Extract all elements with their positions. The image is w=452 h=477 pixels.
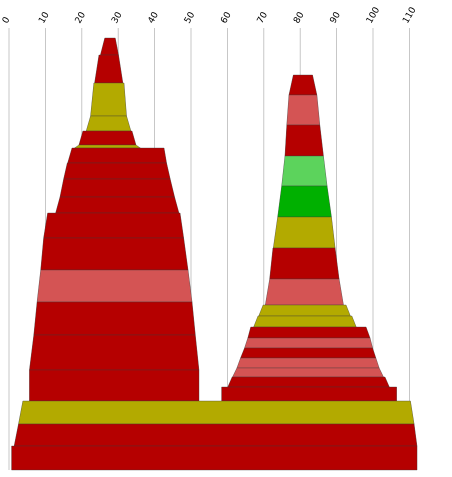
band-left-peak-6	[67, 147, 167, 164]
band-left-peak-5	[73, 144, 141, 149]
band-right-peak-8	[258, 304, 351, 317]
band-left-peak-13	[33, 301, 196, 336]
band-right-peak-6	[269, 247, 340, 280]
band-left-peak-12	[36, 269, 193, 303]
x-tick-label: 60	[219, 10, 234, 25]
band-left-peak-10	[43, 212, 184, 239]
x-tick-label: 50	[183, 10, 198, 25]
band-right-peak-9	[253, 315, 357, 328]
band-left-peak-1	[94, 54, 124, 84]
x-tick-label: 90	[329, 10, 344, 25]
band-left-peak-11	[40, 237, 189, 271]
band-right-peak-11	[244, 337, 373, 349]
band-right-peak-2	[284, 124, 324, 157]
band-base-2	[11, 445, 418, 471]
band-left-peak-2	[90, 82, 127, 117]
band-left-peak-9	[55, 196, 180, 214]
band-left-peak-14	[29, 334, 200, 371]
band-left-peak-7	[63, 162, 171, 180]
band-right-peak-7	[265, 278, 344, 306]
x-tick-label: 70	[256, 10, 271, 25]
band-right-peak-1	[286, 94, 321, 126]
x-tick-label: 10	[37, 10, 52, 25]
stack-right-peak	[221, 74, 397, 402]
band-right-peak-12	[240, 347, 377, 359]
band-left-peak-8	[59, 178, 175, 198]
band-left-peak-4	[78, 130, 137, 146]
band-right-peak-3	[281, 155, 328, 187]
x-tick-label: 20	[74, 10, 89, 25]
x-tick-label: 0	[1, 15, 13, 25]
band-base-0	[18, 400, 415, 425]
band-right-peak-4	[277, 185, 332, 218]
band-right-peak-10	[247, 326, 371, 339]
band-right-peak-5	[273, 216, 336, 249]
band-left-peak-0	[100, 37, 119, 56]
x-tick-label: 100	[365, 5, 382, 25]
x-tick-label: 110	[401, 5, 418, 25]
band-left-peak-15	[29, 369, 200, 402]
band-right-peak-0	[288, 74, 318, 96]
x-tick-label: 30	[110, 10, 125, 25]
tick-label-layer: 0 10 20 30 40 50 60 70 80 90 100 110	[1, 5, 419, 25]
band-left-peak-3	[85, 115, 132, 132]
x-tick-label: 40	[147, 10, 162, 25]
x-tick-label: 80	[292, 10, 307, 25]
stack-base	[11, 400, 418, 471]
stack-left-peak	[29, 37, 200, 402]
bands-layer	[11, 37, 418, 471]
band-base-1	[13, 423, 418, 447]
band-right-peak-14	[232, 367, 384, 378]
band-right-peak-13	[236, 357, 380, 369]
band-right-peak-16	[221, 386, 397, 402]
band-right-peak-15	[227, 376, 390, 388]
